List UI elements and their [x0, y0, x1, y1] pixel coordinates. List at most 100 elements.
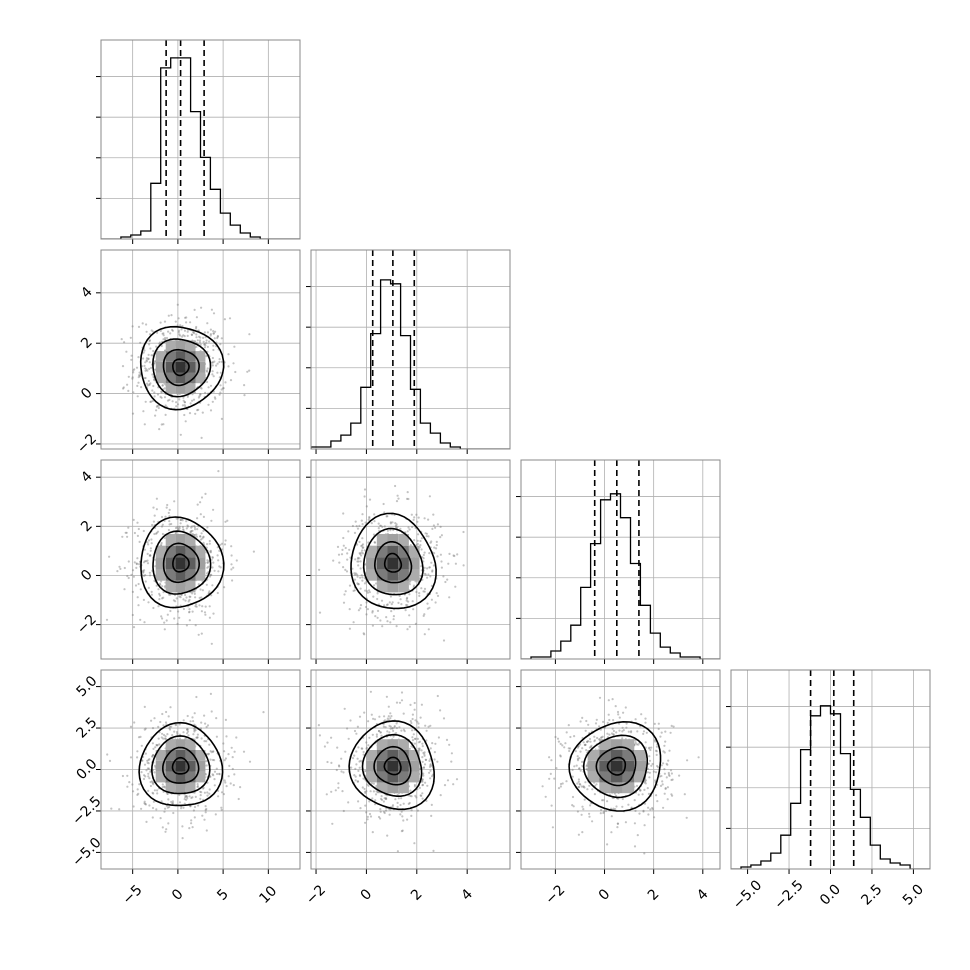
scatter-point — [411, 600, 414, 603]
scatter-point — [188, 827, 191, 830]
scatter-point — [585, 765, 588, 768]
scatter-point — [417, 726, 420, 729]
scatter-point — [143, 349, 146, 352]
scatter-point — [163, 628, 166, 631]
scatter-point — [374, 803, 377, 806]
scatter-point — [185, 520, 188, 523]
scatter-point — [422, 614, 425, 618]
scatter-point — [150, 329, 153, 332]
scatter-point — [184, 599, 187, 602]
scatter-point — [150, 780, 154, 783]
scatter-point — [237, 797, 240, 801]
scatter-point — [161, 384, 164, 387]
scatter-point — [179, 518, 182, 522]
scatter-point — [568, 749, 571, 753]
scatter-point — [388, 724, 391, 728]
scatter-point — [437, 736, 440, 739]
scatter-point — [191, 610, 194, 613]
scatter-point — [660, 774, 663, 778]
scatter-point — [382, 725, 385, 728]
scatter-point — [195, 533, 198, 536]
scatter-point — [366, 591, 369, 594]
density-cell — [622, 771, 635, 783]
scatter-point — [444, 580, 447, 584]
scatter-point — [617, 713, 620, 716]
scatter-point — [670, 778, 673, 782]
scatter-point — [172, 599, 175, 602]
scatter-point — [362, 750, 365, 754]
scatter-point — [212, 330, 215, 333]
density-shading — [587, 739, 646, 794]
scatter-point — [154, 746, 157, 749]
scatter-point — [348, 548, 351, 551]
density-cell — [587, 750, 600, 761]
scatter-point — [180, 807, 183, 810]
scatter-point — [356, 560, 359, 563]
scatter-point — [359, 759, 362, 763]
scatter-point — [585, 749, 588, 752]
scatter-point — [186, 728, 189, 731]
scatter-point — [185, 321, 188, 324]
scatter-point — [382, 810, 386, 813]
scatter-point — [359, 560, 362, 563]
scatter-point — [440, 566, 443, 569]
scatter-point — [199, 797, 202, 801]
scatter-point — [160, 736, 163, 739]
scatter-point — [414, 794, 417, 798]
scatter-point — [220, 791, 224, 794]
scatter-point — [151, 742, 154, 745]
scatter-point — [145, 368, 148, 371]
scatter-point — [612, 729, 616, 733]
scatter-point — [606, 843, 609, 846]
scatter-point — [642, 730, 646, 733]
scatter-point — [407, 802, 410, 806]
scatter-point — [205, 760, 208, 763]
scatter-point — [351, 567, 354, 570]
scatter-point — [375, 735, 378, 738]
scatter-point — [210, 751, 213, 754]
scatter-point — [209, 750, 212, 753]
contour-level-4 — [138, 721, 224, 807]
scatter-point — [616, 826, 619, 829]
scatter-point — [190, 819, 193, 822]
scatter-point — [205, 764, 208, 767]
panel-frame — [310, 249, 511, 450]
scatter-point — [231, 767, 234, 771]
density-cell — [398, 760, 409, 772]
scatter-point — [207, 386, 210, 389]
scatter-point — [414, 622, 417, 626]
scatter-point — [416, 809, 419, 812]
scatter-point — [211, 400, 214, 403]
scatter-point — [381, 525, 384, 529]
scatter-point — [188, 598, 191, 602]
scatter-point — [181, 404, 184, 407]
scatter-point — [217, 559, 220, 562]
scatter-point — [407, 526, 410, 529]
density-cell — [387, 760, 399, 772]
scatter-point — [209, 549, 212, 552]
scatter-point — [402, 712, 405, 715]
scatter-point — [421, 784, 424, 787]
scatter-point — [209, 550, 212, 553]
scatter-point — [226, 519, 229, 522]
scatter-point — [421, 780, 424, 783]
scatter-point — [147, 767, 150, 770]
scatter-point — [181, 519, 184, 522]
scatter-point — [368, 589, 371, 592]
scatter-point — [142, 571, 145, 574]
density-cell — [165, 351, 176, 362]
scatter-point — [427, 573, 430, 576]
scatter-point — [413, 708, 416, 711]
scatter-point — [155, 584, 158, 587]
scatter-point — [571, 775, 574, 778]
scatter-point — [627, 803, 630, 806]
scatter-point — [361, 543, 365, 546]
scatter-point — [373, 520, 376, 523]
scatter-point — [154, 360, 157, 363]
scatter-point — [142, 570, 145, 573]
scatter-point — [219, 543, 222, 546]
scatter-point — [131, 590, 134, 594]
scatter-point — [189, 595, 192, 598]
scatter-point — [426, 602, 429, 605]
